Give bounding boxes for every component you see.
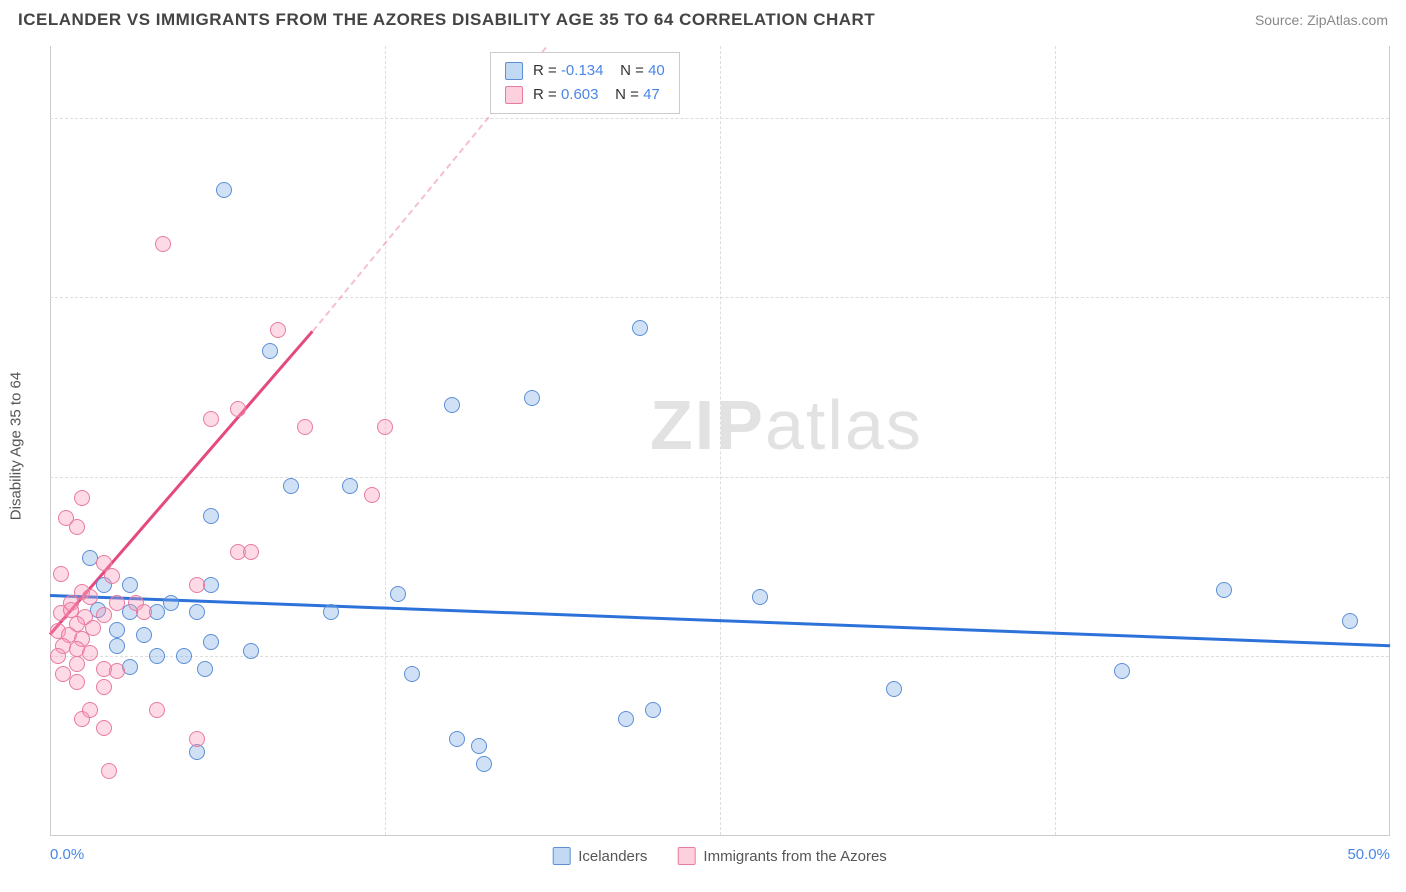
scatter-point <box>189 731 205 747</box>
ytick-label: 20.0% <box>1394 468 1406 485</box>
scatter-point <box>645 702 661 718</box>
scatter-point <box>444 397 460 413</box>
scatter-point <box>270 322 286 338</box>
scatter-point <box>404 666 420 682</box>
scatter-point <box>1216 582 1232 598</box>
xtick-label: 50.0% <box>1347 846 1390 863</box>
scatter-point <box>752 589 768 605</box>
swatch-blue-icon <box>505 62 523 80</box>
scatter-point <box>262 343 278 359</box>
scatter-point <box>82 589 98 605</box>
scatter-point <box>149 648 165 664</box>
r-label-pink: R = 0.603 N = 47 <box>533 83 660 107</box>
swatch-pink-icon <box>677 847 695 865</box>
scatter-point <box>109 622 125 638</box>
scatter-point <box>82 702 98 718</box>
scatter-point <box>122 659 138 675</box>
chart-area: ZIPatlas R = -0.134 N = 40 R = 0.603 N =… <box>50 46 1390 836</box>
scatter-point <box>109 638 125 654</box>
gridline-v <box>1055 46 1056 835</box>
scatter-point <box>149 702 165 718</box>
legend-row-pink: R = 0.603 N = 47 <box>505 83 665 107</box>
gridline-v <box>385 46 386 835</box>
scatter-point <box>323 604 339 620</box>
ytick-label: 40.0% <box>1394 109 1406 126</box>
scatter-point <box>136 627 152 643</box>
scatter-point <box>50 648 66 664</box>
legend-label-icelanders: Icelanders <box>578 848 647 865</box>
scatter-point <box>189 604 205 620</box>
scatter-point <box>82 645 98 661</box>
scatter-point <box>524 390 540 406</box>
scatter-point <box>122 577 138 593</box>
scatter-point <box>243 544 259 560</box>
scatter-point <box>283 478 299 494</box>
series-legend: Icelanders Immigrants from the Azores <box>552 847 887 865</box>
scatter-point <box>476 756 492 772</box>
scatter-point <box>74 490 90 506</box>
scatter-point <box>297 419 313 435</box>
r-label-blue: R = -0.134 N = 40 <box>533 59 665 83</box>
plot-region <box>50 46 1389 835</box>
scatter-point <box>189 577 205 593</box>
legend-item-azores: Immigrants from the Azores <box>677 847 886 865</box>
legend-item-icelanders: Icelanders <box>552 847 647 865</box>
y-axis-label: Disability Age 35 to 64 <box>8 372 25 520</box>
scatter-point <box>390 586 406 602</box>
scatter-point <box>342 478 358 494</box>
xtick-label: 0.0% <box>50 846 84 863</box>
scatter-point <box>618 711 634 727</box>
scatter-point <box>104 568 120 584</box>
scatter-point <box>203 634 219 650</box>
scatter-point <box>471 738 487 754</box>
scatter-point <box>364 487 380 503</box>
scatter-point <box>101 763 117 779</box>
scatter-point <box>1342 613 1358 629</box>
scatter-point <box>243 643 259 659</box>
scatter-point <box>109 595 125 611</box>
swatch-blue-icon <box>552 847 570 865</box>
scatter-point <box>96 679 112 695</box>
scatter-point <box>69 656 85 672</box>
scatter-point <box>203 411 219 427</box>
scatter-point <box>1114 663 1130 679</box>
legend-row-blue: R = -0.134 N = 40 <box>505 59 665 83</box>
scatter-point <box>58 510 74 526</box>
correlation-legend: R = -0.134 N = 40 R = 0.603 N = 47 <box>490 52 680 114</box>
scatter-point <box>449 731 465 747</box>
scatter-point <box>69 674 85 690</box>
chart-title: ICELANDER VS IMMIGRANTS FROM THE AZORES … <box>18 10 875 30</box>
scatter-point <box>197 661 213 677</box>
gridline-v <box>720 46 721 835</box>
scatter-point <box>155 236 171 252</box>
scatter-point <box>176 648 192 664</box>
scatter-point <box>632 320 648 336</box>
scatter-point <box>377 419 393 435</box>
scatter-point <box>136 604 152 620</box>
scatter-point <box>230 401 246 417</box>
scatter-point <box>163 595 179 611</box>
ytick-label: 10.0% <box>1394 648 1406 665</box>
legend-label-azores: Immigrants from the Azores <box>703 848 886 865</box>
scatter-point <box>203 508 219 524</box>
scatter-point <box>96 720 112 736</box>
scatter-point <box>886 681 902 697</box>
scatter-point <box>53 566 69 582</box>
ytick-label: 30.0% <box>1394 289 1406 306</box>
source-label: Source: ZipAtlas.com <box>1255 12 1388 28</box>
scatter-point <box>109 663 125 679</box>
swatch-pink-icon <box>505 86 523 104</box>
scatter-point <box>216 182 232 198</box>
